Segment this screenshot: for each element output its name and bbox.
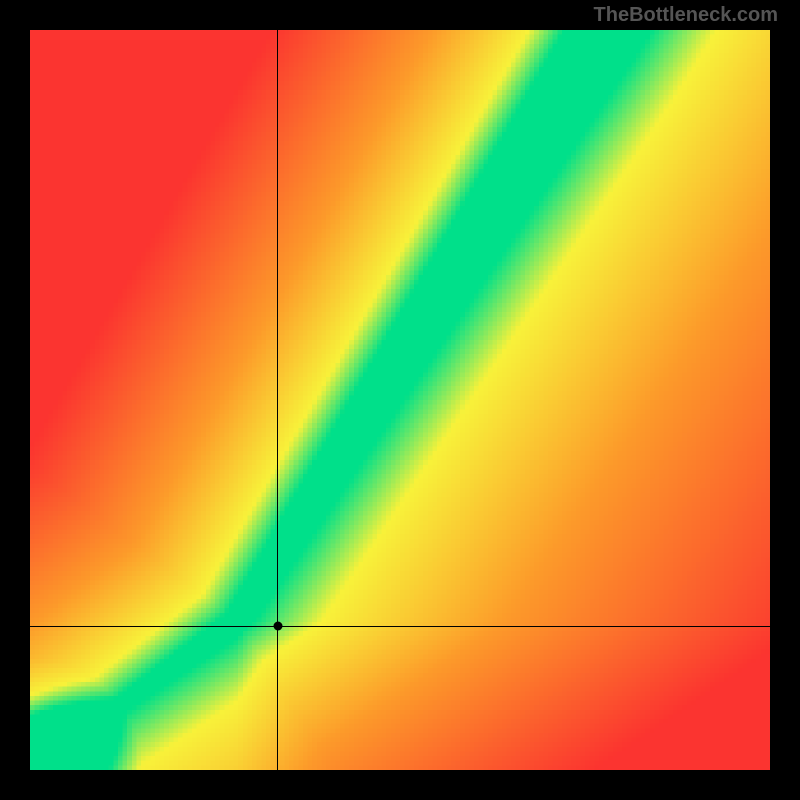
heatmap-canvas: [30, 30, 770, 770]
crosshair-vertical: [277, 30, 278, 770]
heatmap-plot: [30, 30, 770, 770]
crosshair-marker: [273, 622, 282, 631]
crosshair-horizontal: [30, 626, 770, 627]
figure-frame: TheBottleneck.com: [0, 0, 800, 800]
attribution-text: TheBottleneck.com: [594, 4, 778, 27]
